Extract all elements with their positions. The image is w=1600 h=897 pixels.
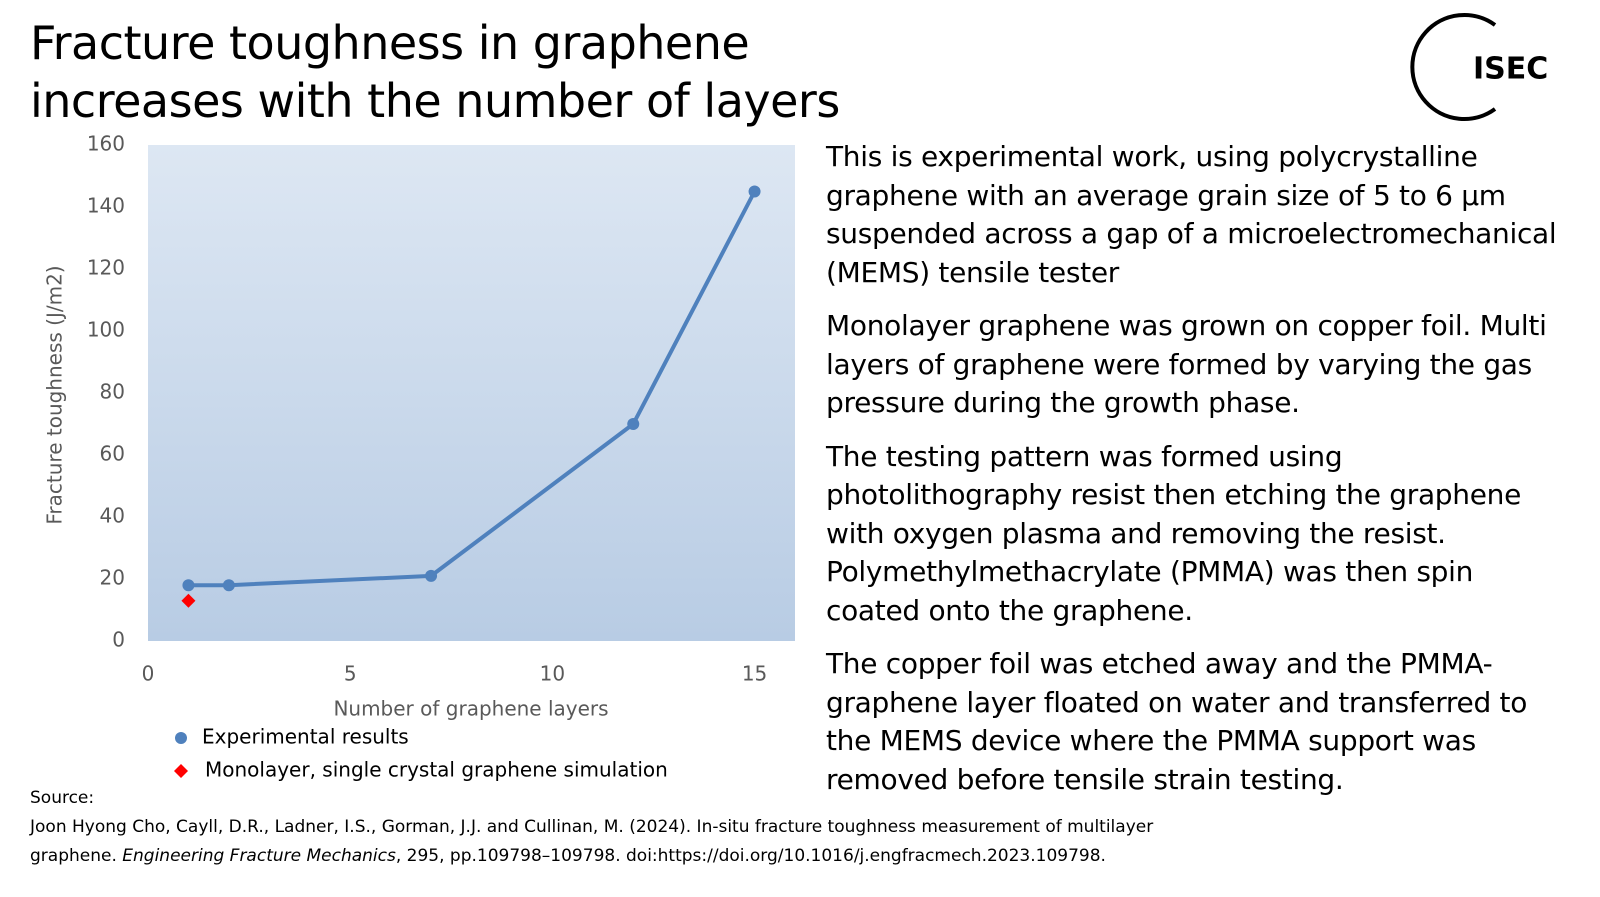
- x-tick-label: 10: [540, 662, 565, 686]
- y-axis-title: Fracture toughness (J/m2): [43, 265, 67, 524]
- x-tick-label: 5: [344, 662, 357, 686]
- logo-arc: [1410, 13, 1497, 121]
- logo-text: ISEC: [1473, 52, 1548, 87]
- paragraph: The copper foil was etched away and the …: [826, 647, 1528, 796]
- journal: Engineering Fracture Mechanics: [122, 846, 396, 866]
- citation-text: Joon Hyong Cho, Cayll, D.R., Ladner, I.S…: [30, 817, 1154, 866]
- slide-title: Fracture toughness in graphene increases…: [30, 16, 840, 128]
- source-label: Source:: [30, 788, 95, 808]
- x-axis-title: Number of graphene layers: [333, 697, 608, 721]
- text-block: This is experimental work, using polycry…: [826, 138, 1566, 814]
- citation-text: , 295, pp.109798–109798. doi:https://doi…: [395, 846, 1106, 866]
- y-tick-label: 40: [100, 504, 125, 528]
- legend-label: Monolayer, single crystal graphene simul…: [205, 758, 668, 782]
- y-tick-label: 160: [87, 132, 125, 156]
- paragraph: The testing pattern was formed using pho…: [826, 439, 1522, 627]
- circle-marker: [182, 579, 195, 592]
- paragraph: Monolayer graphene was grown on copper f…: [826, 309, 1547, 419]
- y-tick-label: 140: [87, 194, 125, 218]
- circle-marker: [627, 418, 640, 430]
- x-tick-label: 15: [742, 662, 767, 686]
- y-tick-label: 80: [100, 380, 125, 404]
- y-tick-label: 100: [87, 318, 125, 342]
- circle-marker: [748, 185, 761, 198]
- diamond-marker: [181, 593, 196, 608]
- plot-area: [148, 145, 795, 641]
- citation: Joon Hyong Cho, Cayll, D.R., Ladner, I.S…: [30, 813, 1210, 871]
- diamond-marker: [174, 764, 188, 778]
- y-tick-label: 0: [112, 628, 125, 652]
- x-tick-label: 0: [142, 662, 155, 686]
- circle-marker: [222, 579, 235, 592]
- circle-marker: [175, 732, 187, 744]
- legend-label: Experimental results: [202, 725, 409, 749]
- source: Source: Joon Hyong Cho, Cayll, D.R., Lad…: [30, 784, 1210, 871]
- paragraph: This is experimental work, using polycry…: [826, 140, 1557, 289]
- y-tick-label: 20: [100, 566, 125, 590]
- circle-marker: [425, 569, 438, 582]
- logo: ISEC: [1410, 13, 1548, 121]
- chart: Fracture toughness (J/m2) Number of grap…: [43, 132, 795, 782]
- y-tick-label: 60: [100, 442, 125, 466]
- y-tick-label: 120: [87, 256, 125, 280]
